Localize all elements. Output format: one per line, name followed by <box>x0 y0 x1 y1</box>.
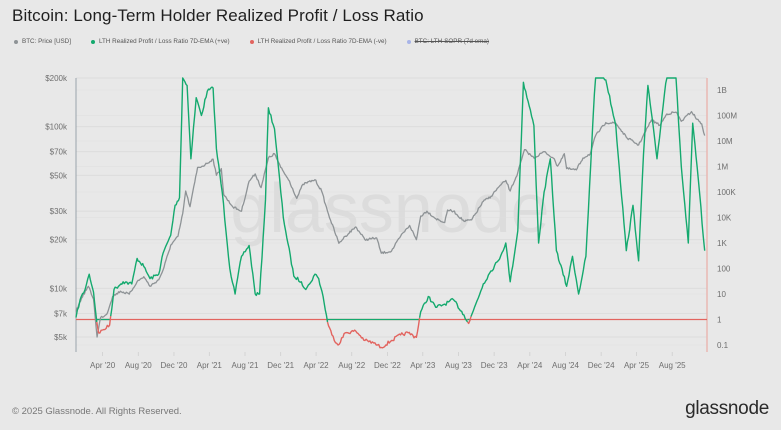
x-tick-label: Dec '23 <box>481 361 508 370</box>
right-tick-label: 1 <box>717 316 722 325</box>
x-tick-label: Aug '20 <box>125 361 152 370</box>
x-tick-label: Dec '22 <box>374 361 401 370</box>
left-tick-label: $70k <box>50 148 68 157</box>
left-tick-label: $100k <box>45 123 68 132</box>
right-tick-label: 1K <box>717 239 727 248</box>
left-tick-label: $200k <box>45 74 68 83</box>
chart-title: Bitcoin: Long-Term Holder Realized Profi… <box>12 6 424 25</box>
left-tick-label: $5k <box>54 333 68 342</box>
legend-item-lth-sopr[interactable]: BTC: LTH-SOPR (7d ema) <box>406 38 490 45</box>
x-tick-label: Aug '22 <box>338 361 365 370</box>
left-tick-label: $30k <box>50 207 68 216</box>
legend: BTC: Price [USD] LTH Realized Profit / L… <box>14 38 489 45</box>
right-tick-label: 0.1 <box>717 341 729 350</box>
lth-ratio-negative-line <box>96 316 112 334</box>
x-tick-label: Apr '21 <box>197 361 223 370</box>
x-tick-label: Dec '24 <box>588 361 615 370</box>
lth-ratio-negative-line <box>466 316 472 325</box>
legend-dot-btc-price <box>14 39 18 44</box>
x-tick-label: Dec '20 <box>161 361 188 370</box>
left-tick-label: $7k <box>54 309 68 318</box>
right-tick-label: 1B <box>717 86 727 95</box>
x-tick-label: Apr '25 <box>624 361 650 370</box>
legend-item-btc-price[interactable]: BTC: Price [USD] <box>14 38 71 45</box>
watermark: glassnode <box>230 169 549 247</box>
left-tick-label: $20k <box>50 236 68 245</box>
x-tick-label: Apr '24 <box>517 361 543 370</box>
right-tick-label: 10K <box>717 214 732 223</box>
legend-label: BTC: LTH-SOPR (7d ema) <box>414 38 490 45</box>
btc-price-line <box>75 110 706 338</box>
x-tick-label: Aug '23 <box>445 361 472 370</box>
lth-ratio-positive-line <box>470 77 706 317</box>
legend-label: LTH Realized Profit / Loss Ratio 7D-EMA … <box>98 38 230 45</box>
right-tick-label: 100M <box>717 112 737 121</box>
right-tick-label: 100 <box>717 265 731 274</box>
right-tick-label: 1M <box>717 163 728 172</box>
legend-dot-lth-sopr <box>406 39 411 44</box>
x-tick-label: Apr '22 <box>304 361 330 370</box>
x-tick-label: Aug '21 <box>232 361 259 370</box>
copyright-text: © 2025 Glassnode. All Rights Reserved. <box>12 406 182 417</box>
grid <box>76 77 707 346</box>
x-tick-label: Dec '21 <box>267 361 294 370</box>
left-axis-ticks: $200k $100k $70k $50k $30k $20k $10k $7k $5k <box>45 74 68 342</box>
right-axis-ticks: 1B 100M 10M 1M 100K 10K 1K 100 10 1 0.1 <box>717 86 737 350</box>
legend-dot-lth-negative <box>249 39 254 44</box>
legend-label: BTC: Price [USD] <box>22 38 71 45</box>
lth-ratio-negative-line <box>326 317 421 349</box>
lth-ratio-positive-line <box>418 295 469 323</box>
legend-dot-lth-positive <box>90 39 95 44</box>
glassnode-logo: glassnode <box>685 398 769 419</box>
left-tick-label: $10k <box>50 284 68 293</box>
left-tick-label: $50k <box>50 171 68 180</box>
right-tick-label: 10M <box>717 137 733 146</box>
lth-ratio-positive-line <box>110 77 329 323</box>
legend-item-lth-negative[interactable]: LTH Realized Profit / Loss Ratio 7D-EMA … <box>249 38 387 45</box>
lth-ratio-positive-line <box>75 273 98 323</box>
x-tick-label: Aug '25 <box>659 361 686 370</box>
x-tick-label: Apr '23 <box>410 361 436 370</box>
series-layer <box>75 77 707 349</box>
x-tick-label: Apr '20 <box>90 361 116 370</box>
legend-label: LTH Realized Profit / Loss Ratio 7D-EMA … <box>257 38 387 45</box>
x-tick-label: Aug '24 <box>552 361 579 370</box>
right-tick-label: 100K <box>717 188 736 197</box>
legend-item-lth-positive[interactable]: LTH Realized Profit / Loss Ratio 7D-EMA … <box>90 38 230 45</box>
right-tick-label: 10 <box>717 290 726 299</box>
x-axis-ticks: Apr '20 Aug '20 Dec '20 Apr '21 Aug '21 Dec '… <box>90 352 686 370</box>
